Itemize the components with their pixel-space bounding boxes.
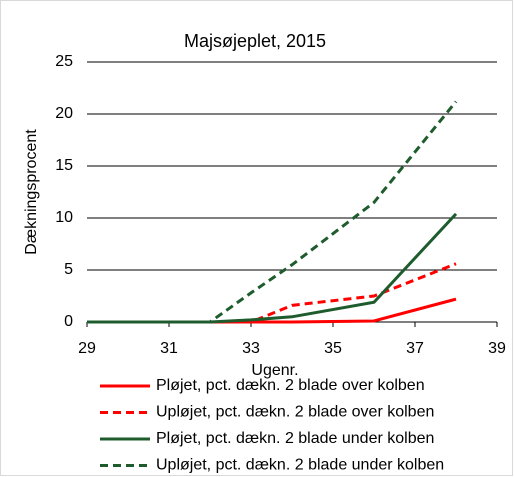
x-tick-label: 33	[242, 340, 260, 357]
y-tick-label: 25	[55, 53, 73, 70]
legend-label: Pløjet, pct. dækn. 2 blade under kolben	[156, 430, 434, 447]
legend-label: Upløjet, pct. dækn. 2 blade over kolben	[156, 404, 434, 421]
x-axis-label: Ugenr.	[251, 362, 298, 379]
y-tick-label: 10	[55, 209, 73, 226]
data-line	[87, 100, 458, 324]
x-tick-label: 31	[160, 340, 178, 357]
y-axis-label: Dækningsprocent	[23, 129, 40, 255]
legend-label: Upløjet, pct. dækn. 2 blade under kolben	[156, 457, 444, 474]
y-tick-label: 15	[55, 157, 73, 174]
x-tick-label: 37	[406, 340, 424, 357]
chart-title: Majsøjeplet, 2015	[184, 31, 326, 51]
y-tick-label: 0	[64, 313, 73, 330]
y-tick-label: 20	[55, 105, 73, 122]
x-tick-label: 29	[78, 340, 96, 357]
data-line	[87, 212, 458, 324]
y-tick-label: 5	[64, 261, 73, 278]
x-tick-label: 35	[324, 340, 342, 357]
x-tick-label: 39	[488, 340, 506, 357]
legend-label: Pløjet, pct. dækn. 2 blade over kolben	[156, 377, 425, 394]
